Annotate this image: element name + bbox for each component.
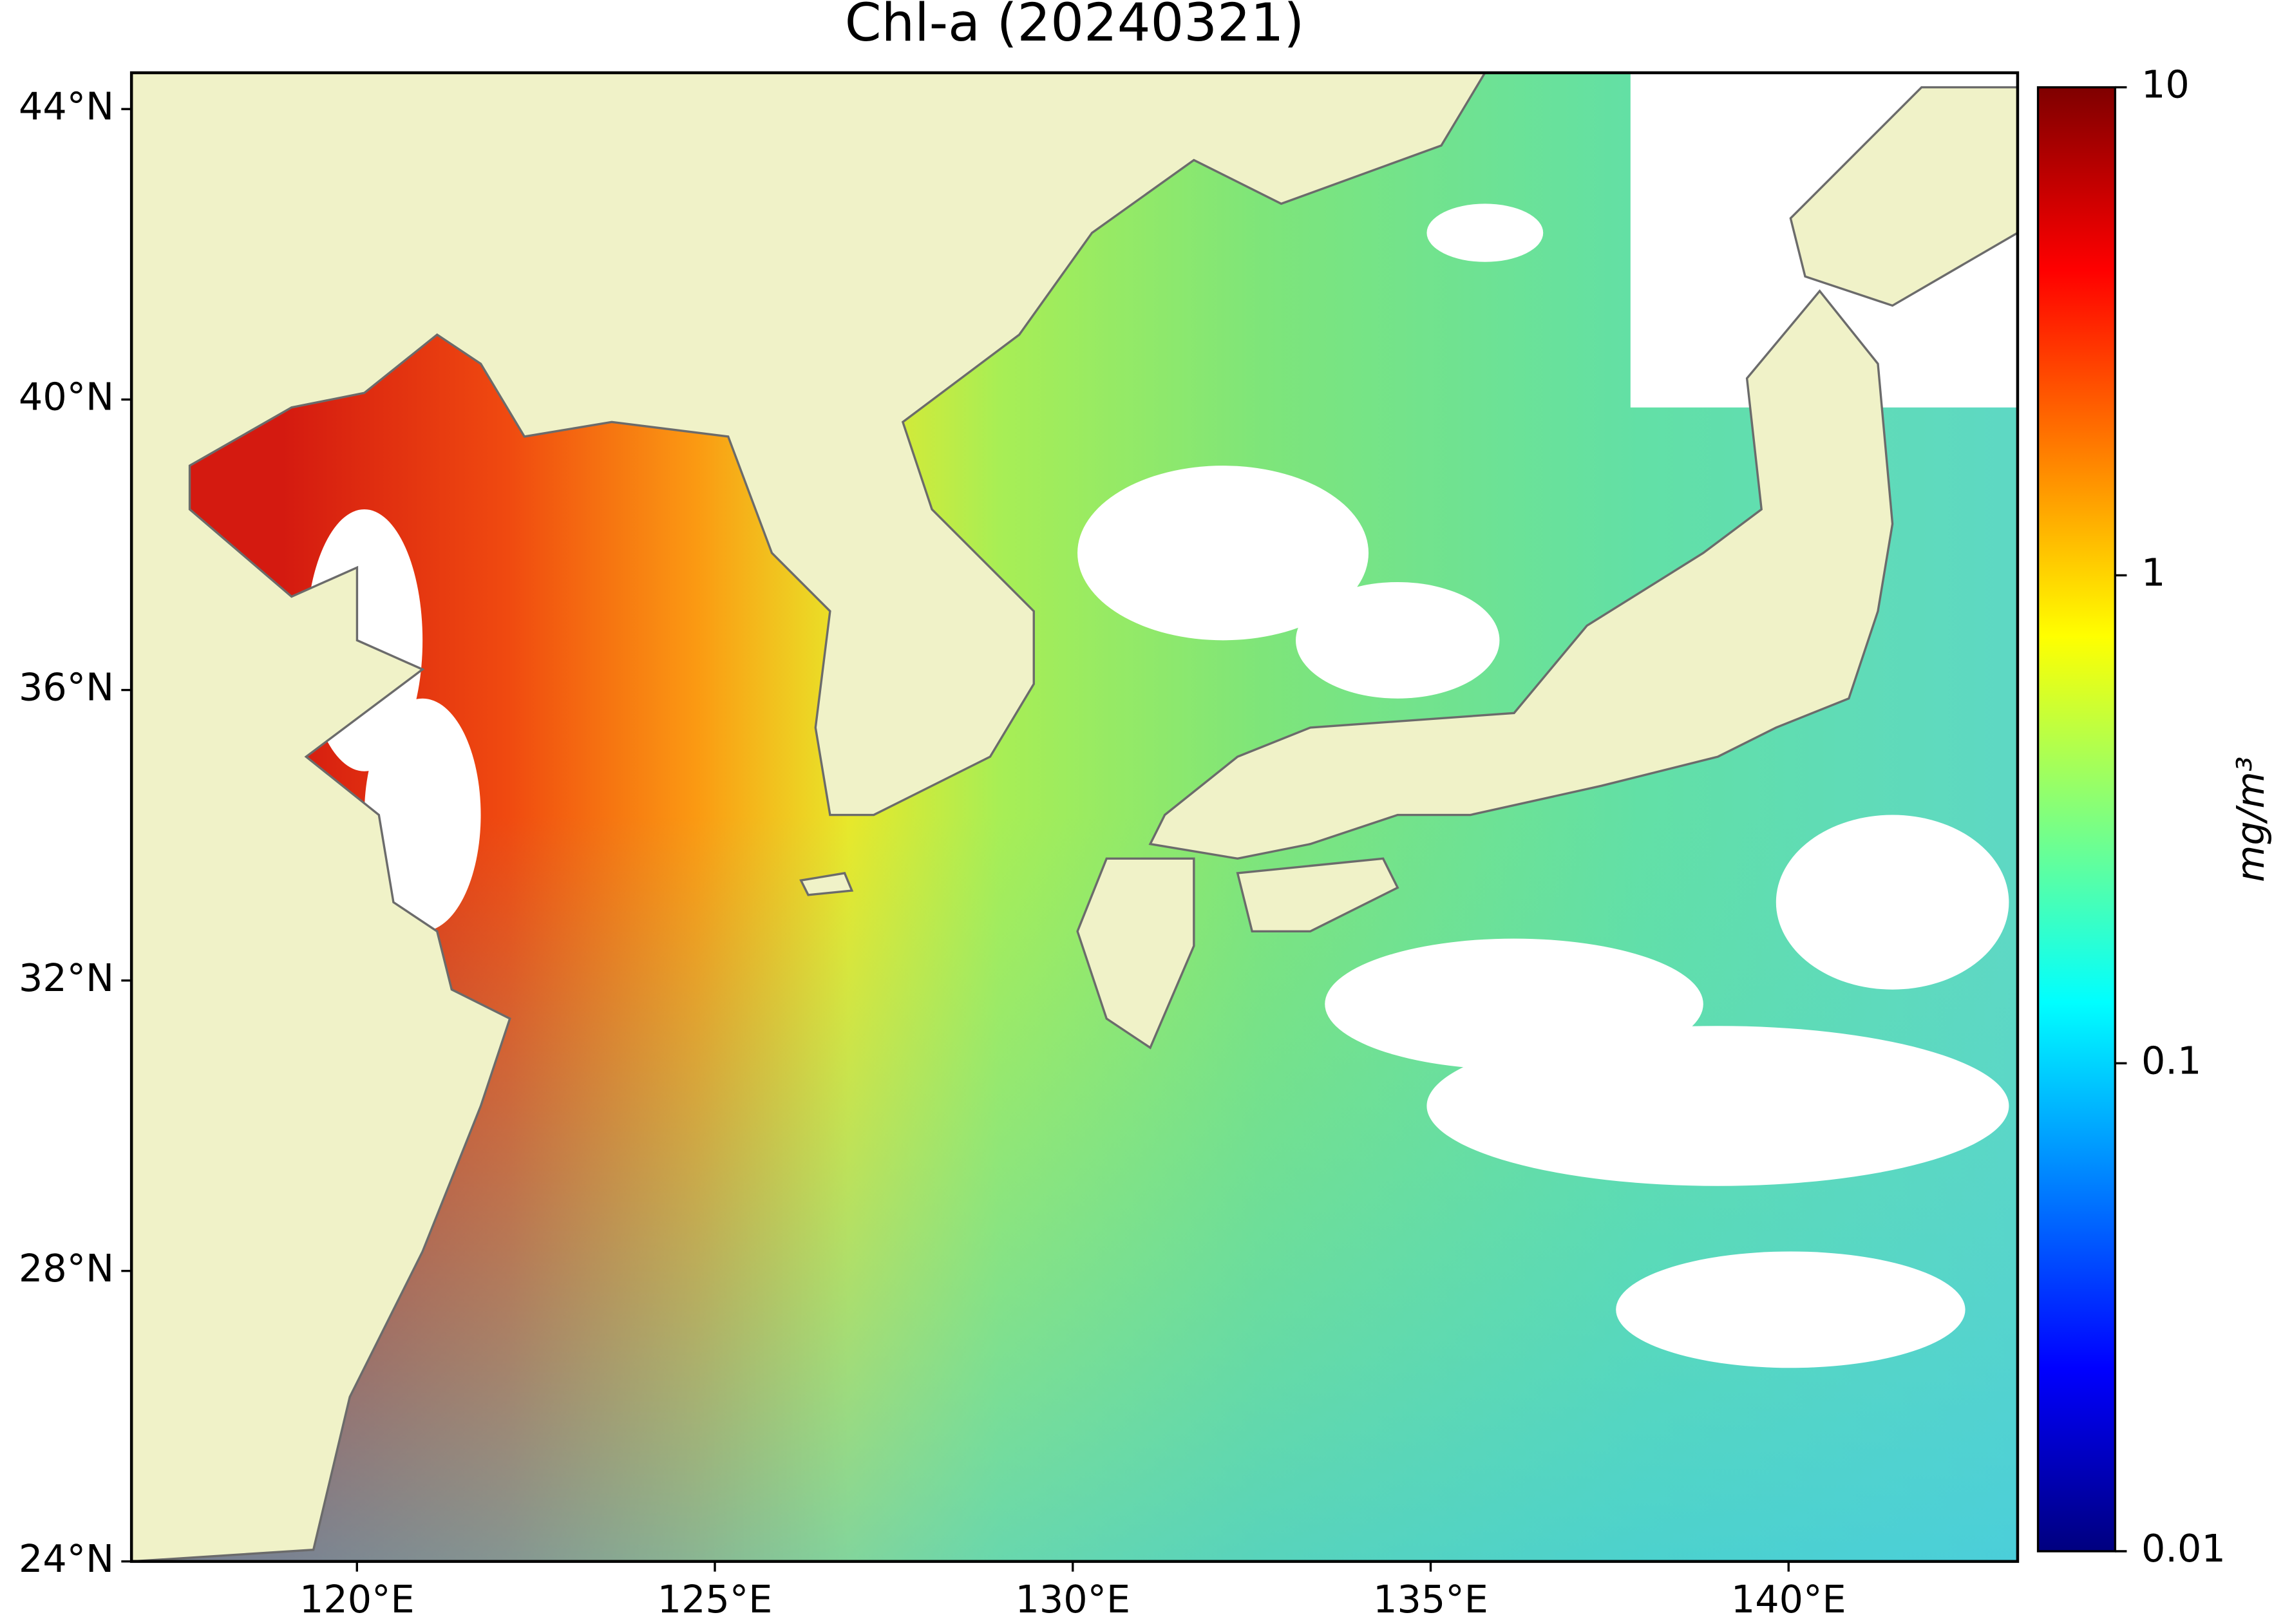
colorbar-tick-label: 0.01 xyxy=(2141,1526,2226,1571)
y-tick-label: 28°N xyxy=(19,1246,114,1290)
plot-frame xyxy=(129,71,2020,1563)
x-tick-label: 125°E xyxy=(658,1577,773,1621)
land xyxy=(131,72,2018,1562)
x-tick-label: 140°E xyxy=(1731,1577,1846,1621)
colorbar-label: mg/m³ xyxy=(2228,757,2273,882)
y-tick-label: 44°N xyxy=(19,84,114,128)
x-tick-label: 130°E xyxy=(1015,1577,1130,1621)
y-tick-label: 24°N xyxy=(19,1536,114,1581)
y-tick-label: 36°N xyxy=(19,665,114,710)
y-tick-label: 32°N xyxy=(19,956,114,1000)
colorbar-tick-label: 10 xyxy=(2141,62,2190,107)
x-tick-label: 135°E xyxy=(1373,1577,1488,1621)
x-tick-label: 120°E xyxy=(299,1577,415,1621)
colorbar-tick-label: 0.1 xyxy=(2141,1038,2201,1082)
y-tick-label: 40°N xyxy=(19,375,114,419)
colorbar xyxy=(2036,86,2117,1553)
colorbar-tick-label: 1 xyxy=(2141,551,2165,595)
chart-title: Chl-a (20240321) xyxy=(845,0,1305,53)
map-image xyxy=(131,72,2018,1562)
